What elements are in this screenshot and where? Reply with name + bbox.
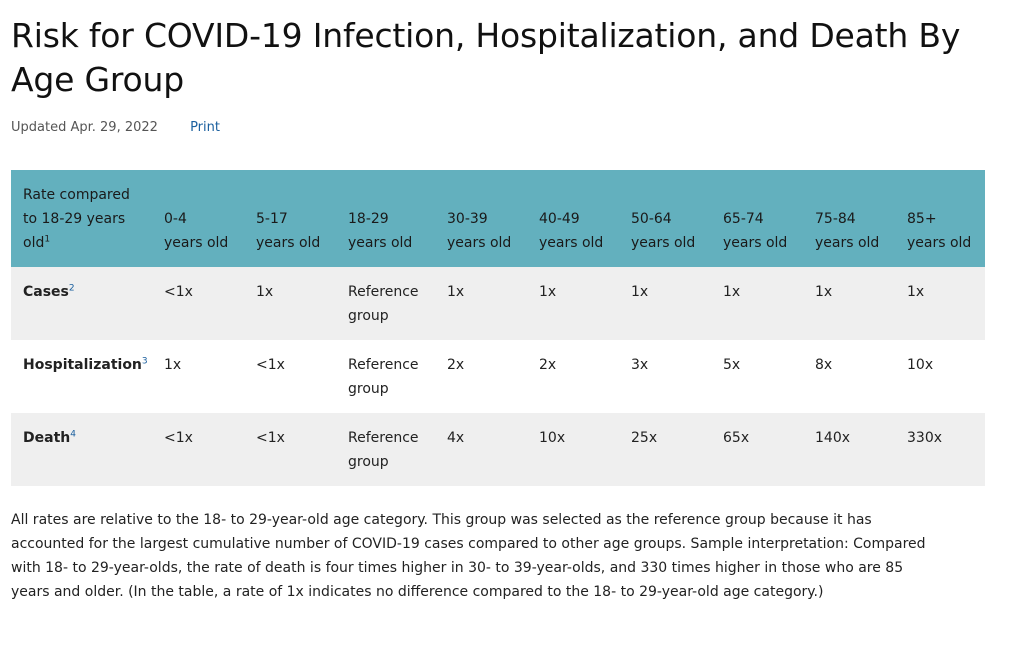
header-age-group: 65-74 years old bbox=[711, 170, 803, 267]
footnote-ref[interactable]: 1 bbox=[44, 234, 51, 245]
age-unit: years old bbox=[907, 235, 972, 251]
age-unit: years old bbox=[539, 235, 604, 251]
row-label-text: Cases bbox=[23, 284, 69, 300]
header-rate-label: Rate compared to 18-29 years old bbox=[23, 187, 130, 251]
table-cell: Reference group bbox=[336, 267, 435, 340]
age-range: 30-39 bbox=[447, 211, 488, 227]
header-age-group: 5-17 years old bbox=[244, 170, 336, 267]
table-cell: 4x bbox=[435, 413, 527, 486]
table-row-death: Death4 <1x <1x Reference group 4x 10x 25… bbox=[11, 413, 985, 486]
age-range: 0-4 bbox=[164, 211, 187, 227]
header-age-group: 85+ years old bbox=[895, 170, 985, 267]
age-range: 5-17 bbox=[256, 211, 288, 227]
table-cell: 140x bbox=[803, 413, 895, 486]
page-content: Risk for COVID-19 Infection, Hospitaliza… bbox=[11, 14, 1011, 600]
table-cell: 8x bbox=[803, 340, 895, 413]
table-cell: 2x bbox=[435, 340, 527, 413]
table-cell: <1x bbox=[152, 413, 244, 486]
table-cell: 1x bbox=[711, 267, 803, 340]
table-row-cases: Cases2 <1x 1x Reference group 1x 1x 1x 1… bbox=[11, 267, 985, 340]
table-cell: 5x bbox=[711, 340, 803, 413]
age-range: 40-49 bbox=[539, 211, 580, 227]
table-cell: Reference group bbox=[336, 413, 435, 486]
header-rate-compared: Rate compared to 18-29 years old1 bbox=[11, 170, 152, 267]
table-cell: 2x bbox=[527, 340, 619, 413]
header-age-group: 40-49 years old bbox=[527, 170, 619, 267]
table-cell: 10x bbox=[895, 340, 985, 413]
footnote-ref[interactable]: 4 bbox=[70, 429, 76, 440]
table-cell: 65x bbox=[711, 413, 803, 486]
header-age-group: 18-29 years old bbox=[336, 170, 435, 267]
table-cell: 25x bbox=[619, 413, 711, 486]
table-cell: 1x bbox=[152, 340, 244, 413]
age-unit: years old bbox=[164, 235, 229, 251]
print-link[interactable]: Print bbox=[190, 120, 220, 135]
age-unit: years old bbox=[256, 235, 321, 251]
row-label-text: Hospitalization bbox=[23, 357, 142, 373]
table-header-row: Rate compared to 18-29 years old1 0-4 yea… bbox=[11, 170, 985, 267]
table-cell: 1x bbox=[435, 267, 527, 340]
age-range: 85+ bbox=[907, 211, 937, 227]
table-cell: 1x bbox=[527, 267, 619, 340]
page-meta: Updated Apr. 29, 2022 Print bbox=[11, 120, 1011, 138]
age-unit: years old bbox=[447, 235, 512, 251]
row-label-text: Death bbox=[23, 430, 71, 446]
risk-table: Rate compared to 18-29 years old1 0-4 yea… bbox=[11, 170, 985, 486]
age-range: 18-29 bbox=[348, 211, 389, 227]
table-cell: 10x bbox=[527, 413, 619, 486]
row-label: Death4 bbox=[11, 413, 152, 486]
age-unit: years old bbox=[631, 235, 696, 251]
table-cell: 1x bbox=[803, 267, 895, 340]
row-label: Cases2 bbox=[11, 267, 152, 340]
header-age-group: 50-64 years old bbox=[619, 170, 711, 267]
table-cell: 330x bbox=[895, 413, 985, 486]
updated-date: Updated Apr. 29, 2022 bbox=[11, 120, 158, 135]
age-range: 75-84 bbox=[815, 211, 856, 227]
age-range: 50-64 bbox=[631, 211, 672, 227]
table-cell: 1x bbox=[895, 267, 985, 340]
footnote-ref[interactable]: 3 bbox=[141, 356, 148, 367]
page-title: Risk for COVID-19 Infection, Hospitaliza… bbox=[11, 16, 961, 99]
footnote-ref[interactable]: 2 bbox=[68, 283, 75, 294]
table-cell: <1x bbox=[244, 413, 336, 486]
table-row-hospitalization: Hospitalization3 1x <1x Reference group … bbox=[11, 340, 985, 413]
table-cell: Reference group bbox=[336, 340, 435, 413]
age-range: 65-74 bbox=[723, 211, 764, 227]
age-unit: years old bbox=[723, 235, 788, 251]
header-age-group: 0-4 years old bbox=[152, 170, 244, 267]
header-age-group: 75-84 years old bbox=[803, 170, 895, 267]
table-cell: 1x bbox=[244, 267, 336, 340]
interpretation-note: All rates are relative to the 18- to 29-… bbox=[11, 512, 926, 600]
table-cell: <1x bbox=[244, 340, 336, 413]
table-cell: <1x bbox=[152, 267, 244, 340]
age-unit: years old bbox=[348, 235, 413, 251]
age-unit: years old bbox=[815, 235, 880, 251]
row-label: Hospitalization3 bbox=[11, 340, 152, 413]
table-cell: 1x bbox=[619, 267, 711, 340]
table-cell: 3x bbox=[619, 340, 711, 413]
header-age-group: 30-39 years old bbox=[435, 170, 527, 267]
